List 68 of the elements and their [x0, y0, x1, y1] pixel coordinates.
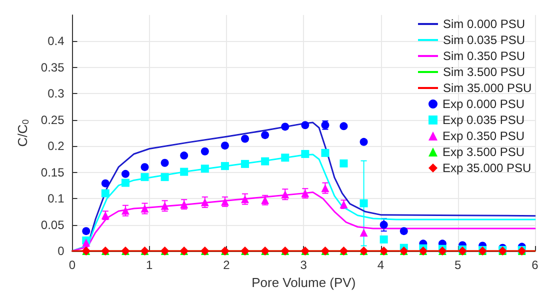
x-tick-label: 4	[377, 258, 384, 272]
point	[241, 195, 250, 204]
point	[340, 159, 348, 168]
legend-label: Exp 0.350 PSU	[442, 129, 525, 143]
point	[200, 147, 209, 156]
y-tick-label: 0.2	[48, 139, 65, 154]
legend-label: Exp 3.500 PSU	[442, 145, 525, 159]
y-tick-label: 0	[58, 244, 65, 258]
x-tick-label: 3	[300, 258, 308, 272]
legend-label: Sim 35.000 PSU	[443, 81, 532, 95]
legend-label: Exp 0.035 PSU	[442, 113, 525, 127]
point	[360, 199, 368, 208]
point	[121, 206, 130, 215]
point	[200, 198, 209, 206]
point	[160, 202, 169, 210]
point	[281, 122, 290, 131]
point	[281, 154, 290, 162]
point	[340, 122, 348, 130]
legend-label: Sim 0.000 PSU	[443, 17, 526, 31]
point	[261, 131, 270, 140]
y-tick-label: 0.35	[40, 60, 65, 74]
legend-label: Sim 0.035 PSU	[443, 33, 526, 47]
point	[200, 164, 209, 173]
y-tick-label: 0.15	[40, 165, 65, 180]
point	[321, 184, 330, 192]
x-tick-label: 5	[454, 258, 462, 272]
legend-label: Sim 0.350 PSU	[443, 49, 526, 63]
point	[160, 158, 169, 167]
y-tick-label: 0.1	[48, 192, 65, 206]
y-tick-label: 0.4	[48, 34, 65, 48]
x-tick-label: 2	[223, 258, 230, 272]
point	[140, 204, 149, 213]
y-tick-label: 0.05	[40, 218, 65, 232]
point	[220, 142, 229, 150]
point	[160, 173, 169, 182]
x-tick-label: 1	[146, 258, 154, 272]
point	[360, 228, 368, 237]
x-tick-label: 6	[532, 258, 539, 272]
point	[261, 157, 270, 166]
point	[301, 121, 310, 130]
point	[360, 138, 368, 146]
point	[281, 190, 290, 198]
point	[140, 163, 149, 172]
point	[82, 238, 90, 247]
point	[180, 152, 188, 160]
point	[121, 170, 130, 178]
point	[101, 179, 110, 188]
point	[321, 148, 330, 157]
point	[380, 235, 388, 244]
point	[101, 189, 110, 198]
point	[400, 227, 408, 236]
x-tick-label: 0	[68, 258, 76, 272]
point	[220, 162, 229, 170]
legend-label: Exp 35.000 PSU	[442, 161, 532, 175]
point	[121, 178, 130, 187]
legend-label: Sim 3.500 PSU	[443, 65, 526, 79]
y-tick-label: 0.3	[48, 86, 65, 101]
x-axis-title: Pore Volume (PV)	[252, 274, 356, 290]
point	[301, 150, 310, 158]
y-tick-label: 0.25	[40, 112, 65, 127]
point	[241, 134, 250, 143]
point	[380, 220, 388, 229]
point	[241, 160, 250, 168]
y-axis-title: C/C0	[15, 119, 30, 147]
legend-label: Exp 0.000 PSU	[442, 97, 525, 111]
point	[180, 168, 188, 176]
point	[82, 227, 90, 236]
point	[140, 173, 149, 182]
